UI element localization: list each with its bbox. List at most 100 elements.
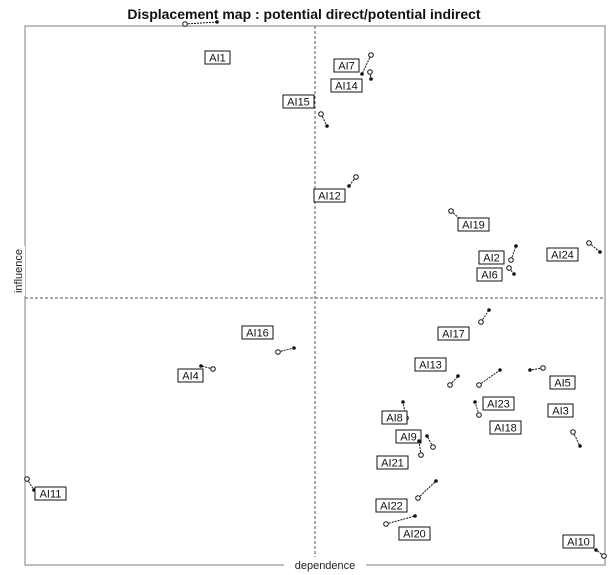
label-box-AI12 xyxy=(313,188,346,203)
point-label-AI18: AI18 xyxy=(494,423,517,435)
displacement-line-AI15 xyxy=(320,113,328,127)
end-point-AI2 xyxy=(514,244,518,248)
point-label-AI2: AI2 xyxy=(483,253,500,265)
displacement-line-AI5 xyxy=(529,367,544,371)
displacement-line-AI13 xyxy=(449,375,459,386)
point-label-AI1: AI1 xyxy=(209,53,226,65)
start-point-AI15 xyxy=(318,111,324,117)
start-point-AI5 xyxy=(540,365,546,371)
displacement-line-AI2 xyxy=(510,245,517,261)
start-point-AI17 xyxy=(478,319,484,325)
point-label-AI24: AI24 xyxy=(551,250,574,262)
label-box-AI23 xyxy=(482,396,515,411)
point-label-AI16: AI16 xyxy=(246,328,269,340)
end-point-AI12 xyxy=(347,184,351,188)
end-point-AI22 xyxy=(434,479,438,483)
label-box-AI5 xyxy=(549,375,576,390)
end-point-AI4 xyxy=(199,364,203,368)
point-label-AI15: AI15 xyxy=(287,97,310,109)
end-point-AI1 xyxy=(215,20,219,24)
end-point-AI8 xyxy=(401,400,405,404)
end-point-AI14 xyxy=(369,77,373,81)
displacement-line-AI17 xyxy=(480,309,490,323)
point-label-AI10: AI10 xyxy=(567,537,590,549)
x-axis-label: dependence xyxy=(295,560,356,572)
end-point-AI7 xyxy=(360,72,364,76)
displacement-line-AI4 xyxy=(200,365,214,370)
start-point-AI7 xyxy=(368,52,374,58)
end-point-AI10 xyxy=(594,548,598,552)
end-point-AI21 xyxy=(417,439,421,443)
start-point-AI12 xyxy=(353,174,359,180)
label-box-AI13 xyxy=(414,357,447,372)
displacement-line-AI21 xyxy=(418,440,422,456)
start-point-AI1 xyxy=(182,21,188,27)
point-label-AI22: AI22 xyxy=(380,501,403,513)
start-point-AI4 xyxy=(210,366,216,372)
label-box-AI6 xyxy=(476,267,503,282)
label-box-AI21 xyxy=(376,455,409,470)
start-point-AI24 xyxy=(586,240,592,246)
start-point-AI23 xyxy=(476,382,482,388)
label-box-AI9 xyxy=(395,429,422,444)
label-box-AI19 xyxy=(457,217,490,232)
displacement-line-AI18 xyxy=(474,401,480,416)
displacement-line-AI8 xyxy=(402,401,407,419)
start-point-AI20 xyxy=(383,521,389,527)
point-label-AI17: AI17 xyxy=(442,329,465,341)
displacement-line-AI3 xyxy=(572,431,581,447)
point-label-AI9: AI9 xyxy=(400,432,417,444)
label-box-AI4 xyxy=(177,368,204,383)
point-label-AI19: AI19 xyxy=(462,220,485,232)
label-box-AI24 xyxy=(546,247,579,262)
point-label-AI14: AI14 xyxy=(335,81,358,93)
point-label-AI23: AI23 xyxy=(487,399,510,411)
point-label-AI7: AI7 xyxy=(338,61,355,73)
chart-title: Displacement map : potential direct/pote… xyxy=(127,6,481,22)
point-label-AI4: AI4 xyxy=(182,371,199,383)
label-box-AI14 xyxy=(330,78,363,93)
label-box-AI3 xyxy=(547,403,574,418)
end-point-AI23 xyxy=(498,368,502,372)
end-point-AI20 xyxy=(413,514,417,518)
displacement-line-AI9 xyxy=(426,435,434,448)
label-box-AI17 xyxy=(437,326,470,341)
end-point-AI6 xyxy=(512,272,516,276)
label-box-AI16 xyxy=(241,325,274,340)
displacement-line-AI1 xyxy=(184,21,218,25)
start-point-AI14 xyxy=(367,69,373,75)
chart-marks: AI1 AI7 AI14 AI15 AI12 AI19 AI2 AI6 AI24 AI17 AI16… xyxy=(24,20,607,559)
end-point-AI24 xyxy=(598,250,602,254)
point-label-AI20: AI20 xyxy=(403,529,426,541)
label-box-AI8 xyxy=(381,410,408,425)
end-point-AI5 xyxy=(528,368,532,372)
displacement-line-AI24 xyxy=(588,242,601,253)
start-point-AI19 xyxy=(448,208,454,214)
displacement-line-AI16 xyxy=(277,347,295,353)
label-box-AI10 xyxy=(562,534,595,549)
end-point-AI9 xyxy=(425,434,429,438)
start-point-AI22 xyxy=(415,495,421,501)
label-box-AI11 xyxy=(34,486,67,501)
y-axis-label-bg xyxy=(11,246,25,296)
start-point-AI6 xyxy=(506,265,512,271)
start-point-AI2 xyxy=(508,257,514,263)
point-label-AI11: AI11 xyxy=(40,489,62,501)
end-point-AI13 xyxy=(456,374,460,378)
end-point-AI17 xyxy=(487,308,491,312)
start-point-AI13 xyxy=(447,382,453,388)
displacement-line-AI11 xyxy=(26,478,35,491)
end-point-AI18 xyxy=(473,400,477,404)
start-point-AI18 xyxy=(476,412,482,418)
point-label-AI5: AI5 xyxy=(554,378,571,390)
displacement-line-AI23 xyxy=(478,369,501,386)
label-box-AI7 xyxy=(333,58,360,73)
start-point-AI11 xyxy=(24,476,30,482)
displacement-line-AI22 xyxy=(417,480,437,499)
start-point-AI21 xyxy=(418,452,424,458)
displacement-line-AI20 xyxy=(385,515,416,525)
y-axis-label: influence xyxy=(13,249,25,293)
point-label-AI21: AI21 xyxy=(381,458,404,470)
start-point-AI16 xyxy=(275,349,281,355)
